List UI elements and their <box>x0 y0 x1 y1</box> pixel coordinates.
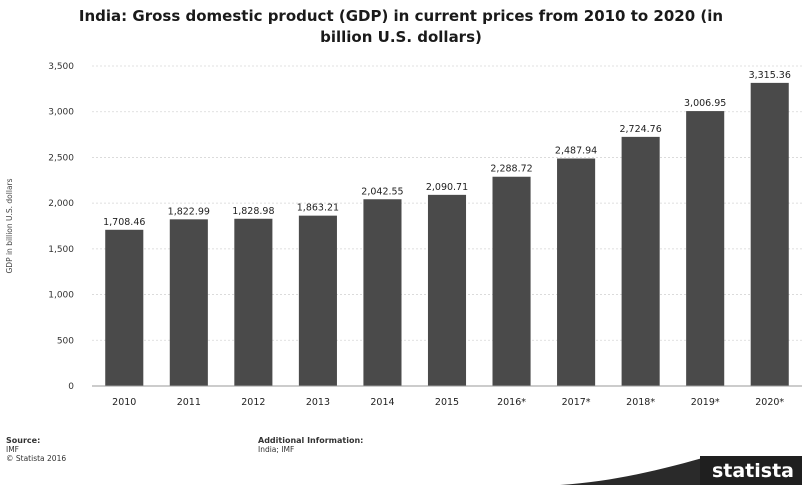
y-tick-label: 2,000 <box>48 199 74 209</box>
y-tick-label: 1,000 <box>48 291 74 301</box>
value-label: 1,822.99 <box>168 206 210 217</box>
additional-info-block: Additional Information: India; IMF <box>258 436 363 454</box>
source-block: Source: IMF © Statista 2016 <box>6 436 66 463</box>
source-name: IMF <box>6 445 19 454</box>
bar <box>492 176 531 386</box>
value-labels: 1,708.46 1,822.99 1,828.98 1,863.21 2,042.55… <box>103 70 791 228</box>
y-tick-label: 1,500 <box>48 245 74 255</box>
bar <box>750 82 789 386</box>
x-tick-label: 2012 <box>241 397 265 408</box>
bars <box>105 82 789 386</box>
x-tick-label: 2013 <box>306 397 330 408</box>
y-axis-ticks: 0 500 1,000 1,500 2,000 2,500 3,000 3,500 <box>48 62 74 392</box>
brand-name: statista <box>711 460 794 482</box>
chart-title-line-1: India: Gross domestic product (GDP) in c… <box>78 7 724 25</box>
x-tick-label: 2020* <box>755 397 784 408</box>
value-label: 1,863.21 <box>297 203 339 214</box>
copyright: © Statista 2016 <box>6 454 67 463</box>
additional-info-heading: Additional Information: <box>258 436 364 445</box>
chart-title: India: Gross domestic product (GDP) in c… <box>0 6 802 48</box>
x-axis-labels: 2010 2011 2012 2013 2014 2015 2016* 2017* 2018* 2… <box>112 397 784 408</box>
bar <box>363 199 402 386</box>
y-axis-label: GDP in billion U.S. dollars <box>5 178 14 273</box>
y-tick-label: 500 <box>57 336 74 346</box>
value-label: 1,708.46 <box>103 217 145 228</box>
bar <box>105 229 144 386</box>
x-tick-label: 2018* <box>626 397 655 408</box>
y-tick-label: 3,000 <box>48 108 74 118</box>
bar <box>621 136 660 386</box>
bar <box>557 158 596 386</box>
bar <box>298 215 337 386</box>
additional-info-text: India; IMF <box>258 445 295 454</box>
value-label: 2,487.94 <box>555 146 597 157</box>
value-label: 3,315.36 <box>749 70 791 81</box>
value-label: 1,828.98 <box>232 206 274 217</box>
x-tick-label: 2017* <box>562 397 591 408</box>
x-tick-label: 2015 <box>435 397 459 408</box>
x-tick-label: 2016* <box>497 397 526 408</box>
bar <box>169 219 208 386</box>
bar <box>234 218 273 386</box>
chart-title-line-2: billion U.S. dollars) <box>320 28 482 46</box>
value-label: 2,288.72 <box>490 164 532 175</box>
source-heading: Source: <box>6 436 41 445</box>
bar <box>686 111 725 386</box>
x-tick-label: 2019* <box>691 397 720 408</box>
y-tick-label: 2,500 <box>48 153 74 163</box>
y-tick-label: 3,500 <box>48 62 74 72</box>
x-tick-label: 2014 <box>370 397 394 408</box>
value-label: 2,042.55 <box>361 186 403 197</box>
value-label: 2,090.71 <box>426 182 468 193</box>
brand-logo: statista <box>700 456 802 485</box>
value-label: 2,724.76 <box>619 124 661 135</box>
x-tick-label: 2010 <box>112 397 136 408</box>
y-tick-label: 0 <box>68 382 74 392</box>
value-label: 3,006.95 <box>684 98 726 109</box>
bar <box>427 194 467 386</box>
x-tick-label: 2011 <box>177 397 201 408</box>
